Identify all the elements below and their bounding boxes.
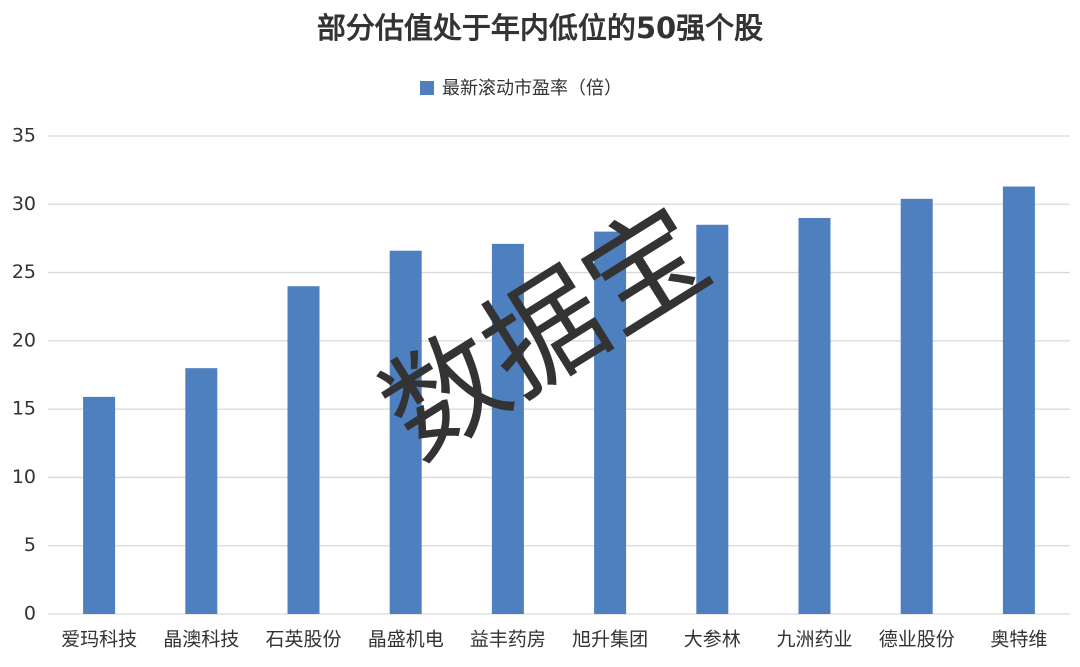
x-tick-label: 晶盛机电	[368, 629, 444, 651]
x-tick-label: 石英股份	[265, 629, 341, 651]
y-tick-label: 30	[12, 193, 36, 215]
bar	[1002, 186, 1035, 614]
x-tick-label: 爱玛科技	[61, 629, 137, 651]
bar	[798, 217, 831, 614]
y-tick-label: 10	[12, 466, 36, 488]
x-tick-label: 旭升集团	[572, 629, 648, 651]
x-tick-label: 益丰药房	[470, 629, 546, 651]
x-tick-label: 晶澳科技	[163, 629, 239, 651]
y-tick-label: 25	[12, 261, 36, 283]
bar	[491, 243, 524, 615]
y-tick-label: 35	[12, 125, 36, 147]
bar	[185, 368, 218, 614]
bar	[594, 231, 627, 614]
watermark: 数据宝	[359, 180, 732, 485]
y-tick-label: 20	[12, 329, 36, 351]
y-tick-label: 0	[24, 603, 36, 625]
y-tick-label: 5	[24, 534, 36, 556]
bar	[389, 250, 422, 614]
legend-swatch	[420, 81, 434, 95]
bar	[287, 286, 320, 614]
bar	[900, 198, 933, 614]
legend-label: 最新滚动市盈率（倍）	[442, 78, 622, 99]
y-tick-label: 15	[12, 398, 36, 420]
x-tick-label: 奥特维	[990, 629, 1047, 651]
chart-title: 部分估值处于年内低位的50强个股	[317, 11, 763, 45]
x-tick-label: 大参林	[684, 629, 741, 651]
x-tick-label: 九洲药业	[776, 629, 852, 651]
bar	[83, 396, 116, 614]
x-tick-label: 德业股份	[879, 629, 955, 651]
bar	[696, 224, 729, 614]
